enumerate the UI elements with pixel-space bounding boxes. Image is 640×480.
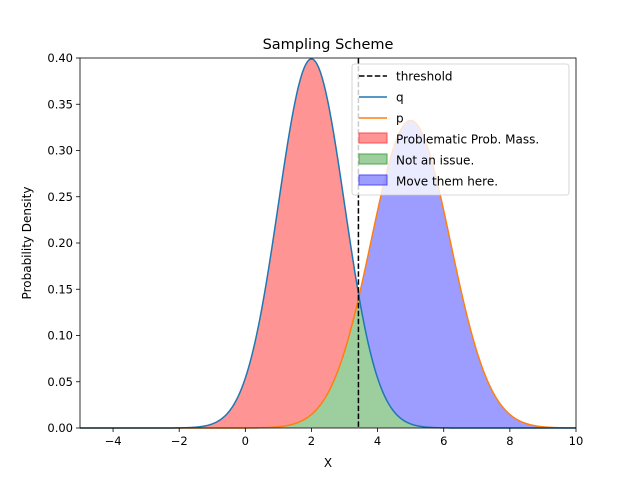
legend-threshold-label: threshold <box>396 70 453 84</box>
y-tick-label: 0.10 <box>47 329 73 343</box>
y-tick-label: 0.00 <box>47 421 73 435</box>
x-tick-label: −4 <box>105 434 122 448</box>
y-tick-label: 0.20 <box>47 236 73 250</box>
legend-q-label: q <box>396 91 404 105</box>
x-tick-label: 4 <box>374 434 381 448</box>
y-axis-label: Probability Density <box>20 187 34 300</box>
legend-box <box>351 63 570 196</box>
axes-frame <box>79 57 577 429</box>
region-move-them-here <box>358 120 576 428</box>
chart-title: Sampling Scheme <box>263 37 394 53</box>
region-not-an-issue <box>80 298 576 428</box>
legend-move-them-here-swatch <box>358 174 388 186</box>
y-tick-label: 0.15 <box>47 282 73 296</box>
y-axis-ticks: 0.00 0.05 0.10 0.15 0.20 0.25 0.30 0.35 0.40 <box>47 51 80 435</box>
x-tick-label: 10 <box>569 434 584 448</box>
x-tick-label: 2 <box>308 434 315 448</box>
legend-not-an-issue-swatch <box>358 153 388 165</box>
x-axis-ticks: −4 −2 0 2 4 6 8 10 <box>105 428 584 448</box>
legend-p-label: p <box>396 112 404 126</box>
x-axis-label: X <box>324 456 332 470</box>
x-tick-label: 8 <box>506 434 513 448</box>
y-tick-label: 0.35 <box>47 97 73 111</box>
y-tick-label: 0.25 <box>47 190 73 204</box>
legend-not-an-issue-label: Not an issue. <box>396 154 474 168</box>
legend-problematic-swatch <box>358 132 388 144</box>
x-tick-label: 6 <box>440 434 447 448</box>
x-tick-label: −2 <box>171 434 188 448</box>
y-tick-label: 0.40 <box>47 51 73 65</box>
y-tick-label: 0.30 <box>47 144 73 158</box>
y-tick-label: 0.05 <box>47 375 73 389</box>
legend-problematic-label: Problematic Prob. Mass. <box>396 133 539 147</box>
legend-move-them-here-label: Move them here. <box>396 175 498 189</box>
x-tick-label: 0 <box>242 434 249 448</box>
region-problematic-mass <box>80 58 359 428</box>
legend: threshold q p Problematic Prob. Mass. No… <box>351 63 570 196</box>
